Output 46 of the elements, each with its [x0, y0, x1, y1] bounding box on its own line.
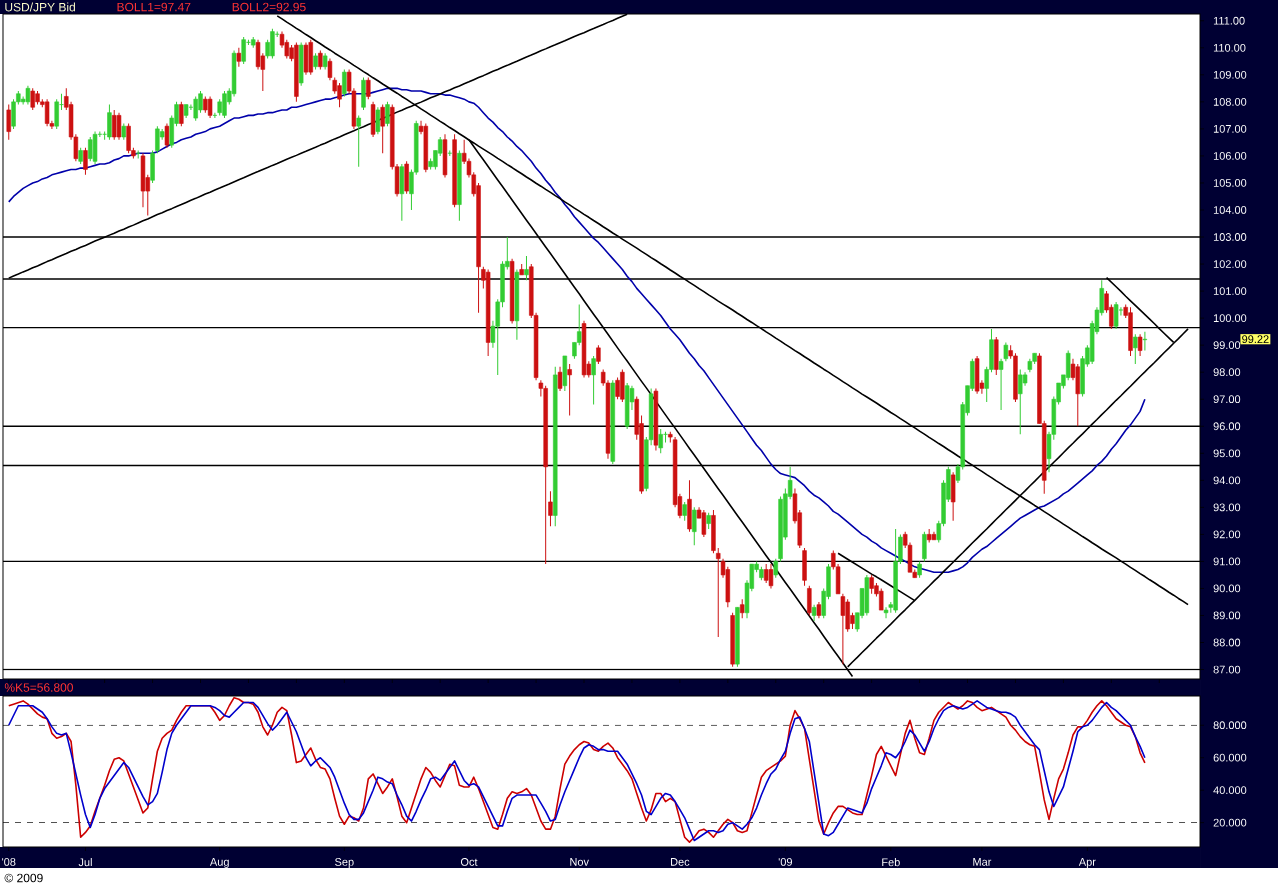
- x-tick-label: Mar: [973, 858, 992, 866]
- text: BOLL2=92.95: [232, 2, 306, 12]
- y-tick-label: 80.000: [1213, 721, 1247, 730]
- y-tick-label: 89.00: [1213, 611, 1241, 620]
- y-tick-label: 108.00: [1213, 97, 1247, 106]
- y-tick-label: 111.00: [1213, 16, 1245, 25]
- y-tick-label: 93.00: [1213, 503, 1241, 512]
- y-tick-label: 110.00: [1213, 43, 1246, 52]
- y-tick-label: 90.00: [1213, 584, 1241, 593]
- chart-title: USD/JPY Bid: [5, 2, 75, 12]
- x-tick-label: Sep: [335, 858, 354, 869]
- y-tick-label: 100.00: [1213, 314, 1247, 322]
- text: BOLL1=97.47: [117, 2, 191, 12]
- x-tick-label: Nov: [570, 858, 589, 866]
- y-tick-label: 98.00: [1213, 368, 1241, 377]
- x-tick-label: Aug: [209, 858, 229, 868]
- x-tick-label: Jul: [78, 858, 92, 867]
- x-tick-label: '08: [2, 858, 16, 866]
- text: %K5=56.800: [4, 683, 73, 692]
- y-tick-label: 92.00: [1213, 530, 1241, 539]
- y-tick-label: 109.00: [1213, 70, 1247, 79]
- y-tick-label: 107.00: [1213, 124, 1247, 133]
- y-tick-label: 40.000: [1213, 786, 1247, 795]
- x-tick-label: Feb: [882, 858, 900, 867]
- y-tick-label: 91.00: [1213, 557, 1241, 566]
- y-tick-label: 94.00: [1213, 476, 1241, 485]
- y-tick-label: 106.00: [1213, 152, 1247, 160]
- y-tick-label: 105.00: [1213, 179, 1247, 187]
- y-tick-label: 60.000: [1213, 753, 1247, 762]
- y-tick-label: 102.00: [1213, 260, 1247, 268]
- y-tick-label: 95.00: [1213, 449, 1241, 458]
- y-tick-label: 104.00: [1213, 206, 1247, 214]
- text: 99.22: [1242, 335, 1269, 344]
- y-tick-label: 96.00: [1213, 422, 1241, 431]
- x-tick-label: Dec: [671, 858, 690, 866]
- y-tick-label: 87.00: [1213, 665, 1241, 674]
- y-tick-label: 88.00: [1213, 638, 1241, 647]
- text: © 2009: [4, 873, 43, 883]
- x-tick-label: '09: [778, 858, 793, 866]
- y-tick-label: 101.00: [1213, 287, 1247, 295]
- y-tick-label: 97.00: [1213, 395, 1241, 404]
- y-tick-label: 103.00: [1213, 233, 1247, 241]
- x-tick-label: Apr: [1078, 858, 1096, 868]
- x-tick-label: Oct: [460, 858, 478, 866]
- y-tick-label: 20.000: [1213, 818, 1247, 827]
- y-tick-label: 99.00: [1213, 341, 1241, 350]
